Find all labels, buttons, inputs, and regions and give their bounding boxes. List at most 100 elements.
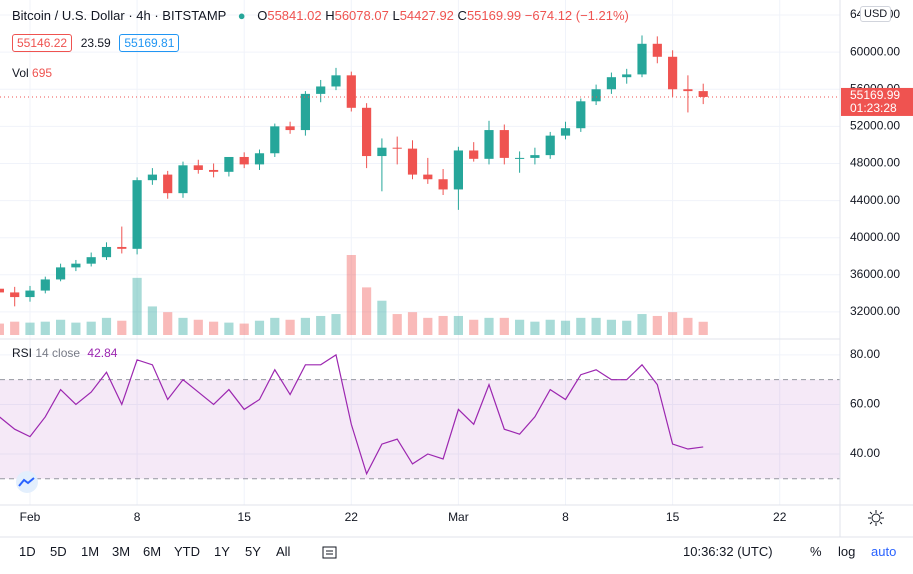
candle-body — [346, 75, 356, 108]
candle-body — [25, 290, 35, 298]
volume-bar — [591, 317, 601, 335]
candle-body — [178, 165, 188, 194]
volume-bar — [545, 319, 555, 335]
y-tick-label: 52000.00 — [850, 119, 900, 133]
candle-body — [40, 279, 50, 291]
volume-bar — [499, 317, 509, 335]
o-label: O — [257, 8, 268, 23]
x-tick-label: Mar — [448, 510, 469, 524]
percent-toggle[interactable]: % — [810, 544, 822, 559]
last-price-badge — [841, 87, 913, 116]
candle-body — [530, 155, 540, 158]
range-button[interactable]: 3M — [112, 544, 131, 559]
rsi-band — [0, 379, 840, 479]
candle-body — [377, 147, 387, 157]
tv-logo[interactable] — [12, 470, 42, 494]
currency[interactable]: USD — [860, 6, 892, 22]
rsi-line — [0, 353, 704, 476]
volume-bar — [132, 277, 142, 335]
y-tick-label: 36000.00 — [850, 267, 900, 281]
volume-bar — [392, 314, 402, 335]
candle-body — [270, 126, 280, 154]
volume-bar — [484, 317, 494, 335]
candle-body — [239, 156, 249, 165]
rsi-tick-label: 80.00 — [850, 347, 880, 361]
volume-bar — [224, 322, 234, 335]
vol-value: 695 — [32, 66, 53, 80]
candle-body — [392, 147, 402, 149]
y-tick-label: 32000.00 — [850, 304, 900, 318]
range-button[interactable]: 5D — [50, 544, 67, 559]
candle-body — [316, 86, 326, 94]
plot: Feb 8 15 22 Mar 8 15 22 32000.00 36000.00 40000.00… — [0, 0, 913, 524]
y-tick-label: 40000.00 — [850, 230, 900, 244]
candle-body — [56, 267, 66, 280]
volume-bar — [606, 319, 616, 335]
candle-body — [453, 150, 463, 190]
candle-body — [698, 91, 708, 97]
volume-bar — [300, 317, 310, 335]
range-button[interactable]: 5Y — [245, 544, 261, 559]
volume-bar — [515, 319, 525, 335]
l-value: 54427.92 — [399, 8, 454, 23]
vol-legend: Vol 695 — [12, 66, 52, 80]
volume-bar — [193, 319, 203, 335]
volume-bar — [25, 322, 35, 335]
candle-body — [300, 93, 310, 131]
volume-bar — [316, 315, 326, 335]
y-tick-label: 44000.00 — [850, 193, 900, 207]
candle-body — [362, 107, 372, 157]
candle-body — [606, 77, 616, 90]
c-label: C — [457, 8, 467, 23]
volume-bar — [40, 321, 50, 335]
candle-body — [469, 150, 479, 159]
candle-body — [423, 174, 433, 180]
candle-body — [147, 174, 157, 181]
symbol[interactable]: Bitcoin / U.S. Dollar — [12, 8, 125, 23]
candle-body — [622, 74, 632, 78]
candle-body — [652, 43, 662, 57]
volume-bar — [270, 317, 280, 335]
volume-bar — [652, 315, 662, 335]
volume-bar — [331, 314, 341, 335]
volume-bar — [239, 323, 249, 335]
x-tick-label: 22 — [345, 510, 359, 524]
x-tick-label: 15 — [238, 510, 252, 524]
range-button[interactable]: 1Y — [214, 544, 230, 559]
candle-body — [591, 89, 601, 102]
range-button[interactable]: 1D — [19, 544, 36, 559]
candle-body — [224, 156, 234, 172]
range-button[interactable]: YTD — [174, 544, 200, 559]
last-price-label: 55169.99 — [850, 88, 900, 102]
interval[interactable]: 4h — [136, 8, 151, 23]
settings-icon[interactable] — [867, 509, 885, 527]
h-label: H — [325, 8, 335, 23]
c-value: 55169.99 — [466, 8, 522, 23]
volume-bar — [423, 317, 433, 335]
log-toggle[interactable]: log — [838, 544, 856, 559]
candle-body — [163, 174, 173, 194]
range-button[interactable]: 1M — [81, 544, 100, 559]
volume-bar — [622, 320, 632, 335]
candle-body — [117, 246, 127, 249]
ask[interactable]: 55169.81 — [119, 34, 180, 52]
bid[interactable]: 55146.22 — [12, 34, 73, 52]
change: −674.12 (−1.21%) — [524, 8, 629, 23]
candle-body — [285, 126, 295, 131]
vol-label: Vol — [12, 66, 29, 80]
candle-body — [438, 179, 448, 190]
range-button[interactable]: 6M — [143, 544, 162, 559]
h-value: 56078.07 — [334, 8, 389, 23]
o-value: 55841.02 — [267, 8, 322, 23]
candle-body — [545, 135, 555, 156]
volume-bar — [209, 321, 219, 335]
candle-body — [10, 292, 20, 298]
volume-bar — [469, 319, 479, 335]
candle-body — [209, 169, 219, 172]
compare-icon[interactable] — [321, 544, 339, 560]
auto-toggle[interactable]: auto — [871, 544, 897, 559]
range-button[interactable]: All — [276, 544, 291, 559]
x-tick-label: Feb — [20, 510, 41, 524]
